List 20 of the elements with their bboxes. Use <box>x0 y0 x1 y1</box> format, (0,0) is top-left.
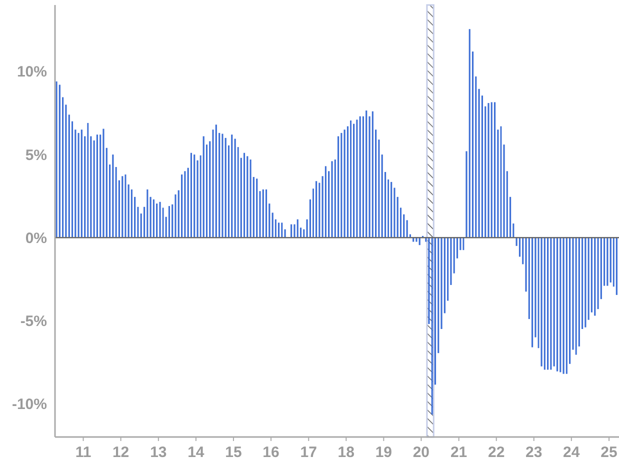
y-tick-label: 5% <box>25 146 47 164</box>
x-tick-label: 13 <box>150 444 167 461</box>
x-tick-label: 14 <box>188 444 205 461</box>
x-tick-label: 24 <box>563 444 580 461</box>
x-tick-label: 18 <box>338 444 354 461</box>
y-tick-label: -5% <box>20 312 47 330</box>
x-tick-label: 23 <box>526 444 542 461</box>
x-tick-label: 19 <box>375 444 392 461</box>
x-tick-label: 25 <box>600 444 618 461</box>
x-tick-label: 22 <box>488 444 505 461</box>
y-tick-label: 10% <box>16 64 47 81</box>
x-tick-label: 15 <box>225 444 242 461</box>
x-tick-label: 11 <box>75 444 92 461</box>
x-tick-label: 12 <box>112 444 130 461</box>
y-tick-label: -10% <box>12 396 47 414</box>
x-tick-label: 17 <box>300 444 317 461</box>
y-tick-label: 0% <box>25 230 47 247</box>
x-tick-label: 16 <box>262 444 280 461</box>
x-tick-label: 21 <box>450 444 468 461</box>
x-tick-label: 20 <box>412 444 430 461</box>
